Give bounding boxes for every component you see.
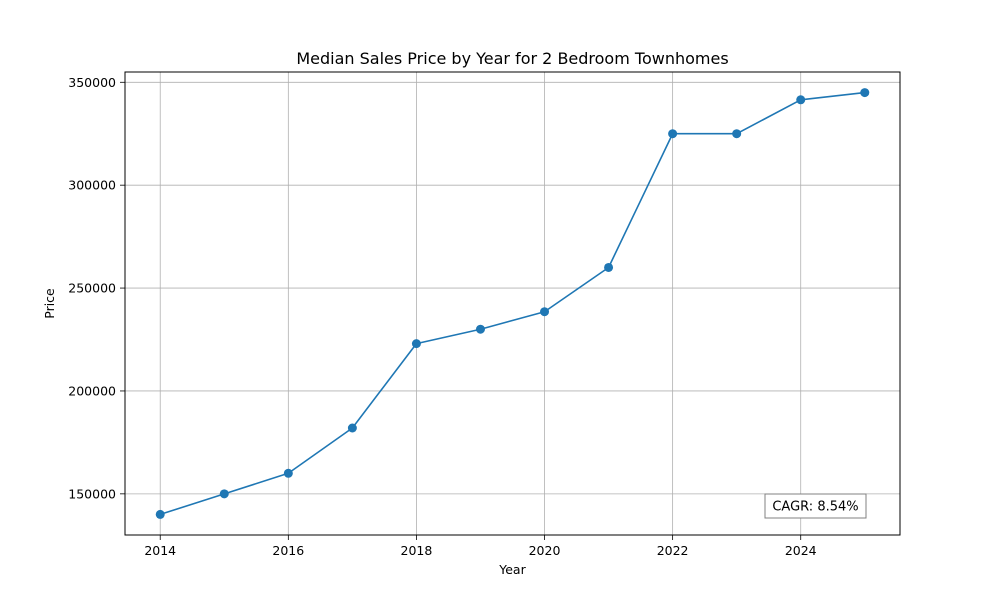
x-tick-label: 2016 [272, 543, 304, 558]
y-tick-label: 150000 [68, 486, 116, 501]
series-layer [155, 88, 870, 519]
cagr-annotation: CAGR: 8.54% [772, 500, 858, 515]
data-point [155, 509, 165, 519]
data-point [219, 489, 229, 499]
data-point [732, 129, 742, 139]
data-point [796, 95, 806, 105]
x-axis-label: Year [498, 562, 526, 577]
y-tick-label: 250000 [68, 281, 116, 296]
cagr-annotation-box [764, 493, 867, 519]
x-tick-label: 2024 [785, 543, 817, 558]
data-point [604, 262, 614, 272]
y-tick-label: 300000 [68, 178, 116, 193]
chart-title: Median Sales Price by Year for 2 Bedroom… [296, 49, 728, 68]
ticks: 2014 2016 2018 2020 2022 2024 150000 200000 2500… [68, 75, 816, 558]
data-point [860, 88, 870, 98]
annotation-layer: CAGR: 8.54% [764, 493, 867, 519]
data-point [411, 339, 421, 349]
data-point [540, 307, 550, 317]
series-line [159, 91, 865, 516]
x-tick-label: 2022 [657, 543, 689, 558]
y-tick-label: 350000 [68, 75, 116, 90]
data-point [668, 129, 678, 139]
y-axis-label: Price [42, 288, 57, 319]
x-tick-label: 2020 [529, 543, 561, 558]
plot-frame [124, 71, 901, 536]
x-tick-label: 2018 [401, 543, 433, 558]
data-point [283, 468, 293, 478]
y-tick-label: 200000 [68, 383, 116, 398]
x-tick-label: 2014 [144, 543, 176, 558]
data-point [347, 423, 357, 433]
data-point [475, 324, 485, 334]
